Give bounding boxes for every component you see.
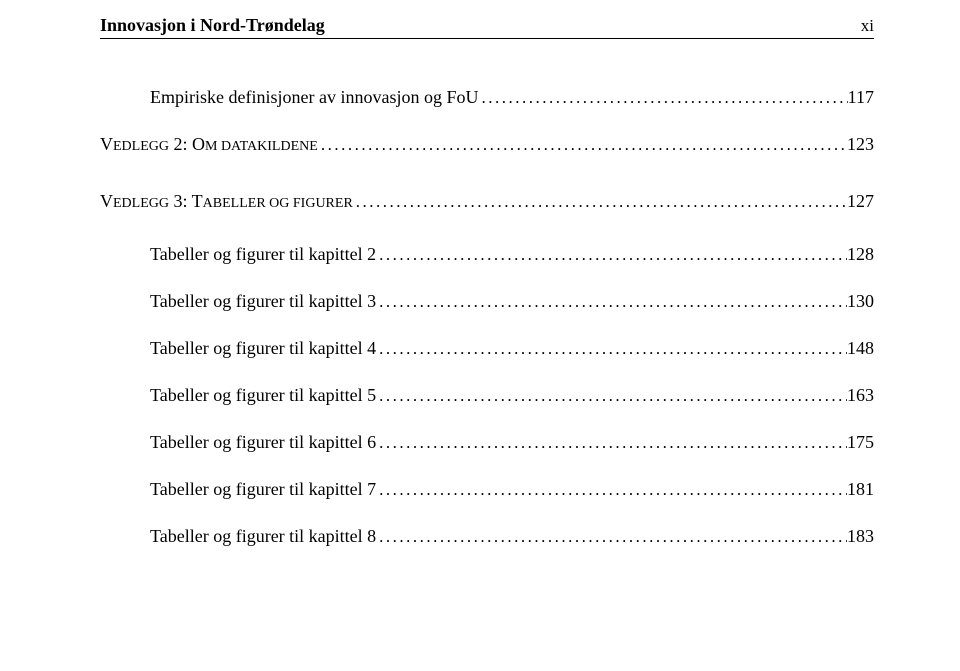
toc-page-number: 117 [848, 87, 874, 108]
toc-entry-text: Tabeller og figurer til kapittel 6 [150, 432, 376, 453]
toc-page-number: 183 [847, 526, 874, 547]
toc-leader-dots: ........................................… [376, 433, 847, 453]
header-page-number: xi [861, 16, 874, 36]
toc-page-number: 163 [847, 385, 874, 406]
toc-page-number: 127 [847, 191, 874, 212]
toc-entry: Tabeller og figurer til kapittel 7......… [100, 479, 874, 500]
table-of-contents: Empiriske definisjoner av innovasjon og … [100, 87, 874, 547]
toc-entry-text: Tabeller og figurer til kapittel 7 [150, 479, 376, 500]
toc-entry-text: VEDLEGG 2: OM DATAKILDENE [100, 134, 318, 155]
toc-page-number: 123 [847, 134, 874, 155]
toc-leader-dots: ........................................… [376, 386, 847, 406]
toc-entry: VEDLEGG 3: TABELLER OG FIGURER..........… [100, 191, 874, 212]
toc-leader-dots: ........................................… [318, 135, 847, 155]
toc-page-number: 148 [847, 338, 874, 359]
toc-entry-text: Tabeller og figurer til kapittel 5 [150, 385, 376, 406]
toc-leader-dots: ........................................… [376, 339, 847, 359]
toc-entry: Tabeller og figurer til kapittel 6......… [100, 432, 874, 453]
toc-entry: Empiriske definisjoner av innovasjon og … [100, 87, 874, 108]
toc-leader-dots: ........................................… [353, 192, 847, 212]
toc-entry: Tabeller og figurer til kapittel 5......… [100, 385, 874, 406]
page-header: Innovasjon i Nord-Trøndelag xi [100, 15, 874, 39]
toc-page-number: 181 [847, 479, 874, 500]
toc-page-number: 130 [847, 291, 874, 312]
toc-entry: Tabeller og figurer til kapittel 8......… [100, 526, 874, 547]
toc-entry-text: VEDLEGG 3: TABELLER OG FIGURER [100, 191, 353, 212]
toc-entry: VEDLEGG 2: OM DATAKILDENE...............… [100, 134, 874, 155]
header-title: Innovasjon i Nord-Trøndelag [100, 15, 325, 36]
toc-page-number: 128 [847, 244, 874, 265]
toc-entry: Tabeller og figurer til kapittel 2......… [100, 244, 874, 265]
toc-entry: Tabeller og figurer til kapittel 3......… [100, 291, 874, 312]
toc-leader-dots: ........................................… [376, 480, 847, 500]
toc-entry-text: Tabeller og figurer til kapittel 4 [150, 338, 376, 359]
toc-entry-text: Tabeller og figurer til kapittel 2 [150, 244, 376, 265]
toc-entry-text: Empiriske definisjoner av innovasjon og … [150, 87, 478, 108]
toc-leader-dots: ........................................… [376, 245, 847, 265]
toc-leader-dots: ........................................… [376, 292, 847, 312]
toc-leader-dots: ........................................… [478, 88, 847, 108]
toc-leader-dots: ........................................… [376, 527, 847, 547]
toc-page-number: 175 [847, 432, 874, 453]
toc-entry-text: Tabeller og figurer til kapittel 8 [150, 526, 376, 547]
toc-entry: Tabeller og figurer til kapittel 4......… [100, 338, 874, 359]
toc-entry-text: Tabeller og figurer til kapittel 3 [150, 291, 376, 312]
